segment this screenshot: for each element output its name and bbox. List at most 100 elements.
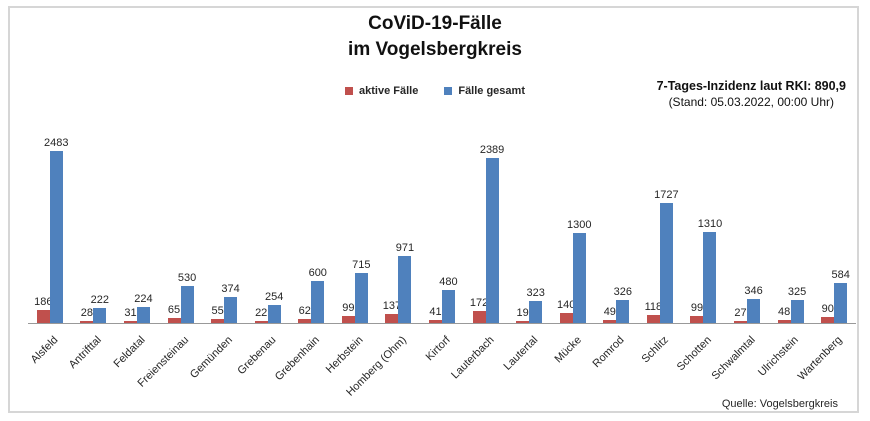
bar-active-cases: 99 <box>690 302 704 323</box>
bar-total-cases: 480 <box>439 276 458 323</box>
chart-title: CoViD-19-Fälle im Vogelsbergkreis <box>0 11 870 63</box>
bar-group: 90 584 <box>812 151 856 323</box>
x-axis-label: Schotten <box>674 334 715 374</box>
bar-value-label: 325 <box>787 286 807 298</box>
bar-active-cases: 22 <box>254 307 268 323</box>
bar-value-label: 19 <box>516 307 529 319</box>
bar-group: 28 222 <box>72 151 116 323</box>
bar-value-label: 2483 <box>44 137 69 149</box>
bar-active-cases: 55 <box>211 305 225 323</box>
legend-item-total: Fälle gesamt <box>444 85 525 97</box>
bar-active-cases: 90 <box>821 303 835 323</box>
bar-total-cases: 325 <box>788 286 806 323</box>
bar-group: 41 480 <box>420 151 464 323</box>
x-axis-label: Kirtorf <box>423 334 453 364</box>
legend-label-active: aktive Fälle <box>359 85 419 97</box>
bar-active-cases: 31 <box>123 307 137 323</box>
bar-total-cases: 323 <box>526 287 545 323</box>
bar-value-label: 600 <box>308 267 327 279</box>
chart-legend: aktive Fälle Fälle gesamt <box>0 85 870 97</box>
bar-value-label: 584 <box>831 269 850 281</box>
bar-total-cases: 715 <box>352 259 371 323</box>
bar-active-cases: 186 <box>34 296 52 323</box>
bar-total-cases: 224 <box>134 293 153 323</box>
bar-group: 118 1727 <box>638 151 682 323</box>
bar-total-cases: 346 <box>744 285 763 323</box>
bar-value-label: 222 <box>90 294 110 306</box>
bar-group: 186 2483 <box>28 137 72 323</box>
bar-value-label: 65 <box>167 304 181 316</box>
x-axis-label: Romrod <box>590 334 627 371</box>
x-axis-label: Alsfeld <box>28 334 61 366</box>
bar-value-label: 971 <box>395 242 415 254</box>
bar-total-cases: 374 <box>221 283 240 323</box>
x-axis-label: Schlitz <box>639 334 671 366</box>
bar-value-label: 137 <box>382 300 402 312</box>
bar-group: 65 530 <box>159 151 203 323</box>
bar-group: 172 2389 <box>464 144 508 323</box>
x-axis-category-cell: Homberg (Ohm) <box>344 326 421 400</box>
x-axis-label: Mücke <box>551 334 584 366</box>
legend-item-active: aktive Fälle <box>345 85 418 97</box>
bar-value-label: 41 <box>429 306 442 318</box>
bar-value-label: 346 <box>744 285 763 297</box>
incidence-line1: 7-Tages-Inzidenz laut RKI: 890,9 <box>656 79 846 93</box>
bar-active-cases: 27 <box>734 307 748 323</box>
bar-group: 55 374 <box>202 151 246 323</box>
bar-value-label: 49 <box>603 306 616 318</box>
bar-total-cases: 1310 <box>698 218 722 323</box>
bar-value-label: 27 <box>734 307 747 319</box>
bar-group: 62 600 <box>289 151 333 323</box>
bar-total-cases: 1300 <box>567 219 591 323</box>
bar-value-label: 254 <box>264 291 284 303</box>
x-axis-label: Antrifttal <box>67 334 105 372</box>
bar-value-label: 224 <box>134 293 153 305</box>
bar-active-cases: 140 <box>557 299 575 323</box>
bar-total-cases: 254 <box>265 291 283 323</box>
bar-active-cases: 41 <box>429 306 442 323</box>
chart-border-frame <box>8 6 859 413</box>
bar-value-label: 140 <box>557 299 576 311</box>
bar-group: 27 346 <box>725 151 769 323</box>
bar-value-label: 323 <box>526 287 545 299</box>
legend-swatch-blue <box>444 87 453 95</box>
bar-value-label: 28 <box>80 307 93 319</box>
bar-value-label: 1300 <box>566 219 592 231</box>
bar-active-cases: 137 <box>383 300 401 323</box>
bar-group: 31 224 <box>115 151 159 323</box>
bar-group: 19 323 <box>507 151 551 323</box>
legend-swatch-red <box>345 87 354 95</box>
x-axis-category-cell: Mücke <box>551 326 595 400</box>
bar-total-cases: 584 <box>832 269 850 323</box>
bar-group: 140 1300 <box>551 151 595 323</box>
bar-value-label: 118 <box>644 301 663 313</box>
bar-active-cases: 65 <box>167 304 181 323</box>
plot-area: 186 2483 28 222 31 224 65 530 55 374 22 254 62 600 99 7… <box>28 137 856 324</box>
bar-total-cases: 326 <box>614 286 632 323</box>
bar-active-cases: 19 <box>516 307 530 323</box>
bar-group: 99 1310 <box>682 151 726 323</box>
bar-value-label: 48 <box>778 306 791 318</box>
bar-value-label: 715 <box>352 259 371 271</box>
x-axis-category-cell: Wartenberg <box>796 326 856 400</box>
bar-value-label: 1727 <box>654 189 679 201</box>
x-axis-labels: Alsfeld Antrifttal Feldatal Freiensteinau Ge… <box>28 326 856 400</box>
bar-group: 22 254 <box>246 151 290 323</box>
incidence-note: 7-Tages-Inzidenz laut RKI: 890,9 (Stand:… <box>657 79 846 109</box>
bar-total-cases: 2483 <box>44 137 69 323</box>
bar-active-cases: 48 <box>777 306 791 323</box>
bar-total-cases: 971 <box>396 242 414 323</box>
chart-title-line1: CoViD-19-Fälle <box>368 13 502 34</box>
bar-value-label: 186 <box>34 296 53 308</box>
bar-value-label: 55 <box>211 305 224 317</box>
x-axis-label: Feldatal <box>111 334 148 371</box>
bar-value-label: 31 <box>124 307 137 319</box>
x-axis-category-cell: Alsfeld <box>28 326 72 400</box>
x-axis-category-cell: Antrifttal <box>67 326 116 400</box>
bar-group: 137 971 <box>377 151 421 323</box>
bar-active-cases: 172 <box>470 297 488 323</box>
bar-group: 48 325 <box>769 151 813 323</box>
x-axis-label: Lautertal <box>501 334 540 373</box>
incidence-line2: (Stand: 05.03.2022, 00:00 Uhr) <box>668 95 835 109</box>
bar-value-label: 326 <box>613 286 632 298</box>
